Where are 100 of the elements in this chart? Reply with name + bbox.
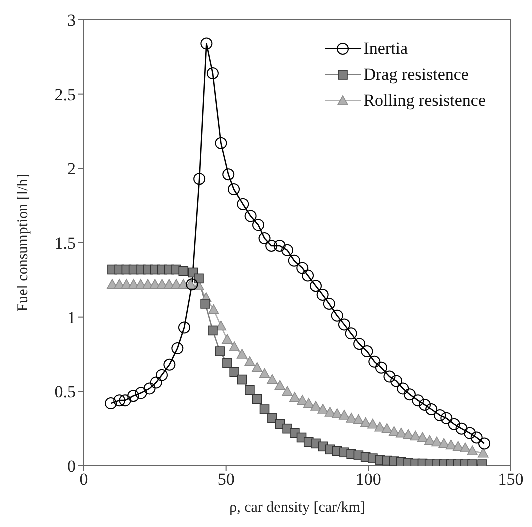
point	[260, 404, 270, 414]
point	[222, 358, 232, 368]
y-tick-label: 3	[68, 11, 76, 30]
point	[316, 289, 329, 302]
point	[390, 375, 403, 388]
point	[396, 428, 407, 438]
y-tick-label: 0	[68, 457, 76, 476]
point	[135, 387, 148, 400]
point	[346, 413, 357, 423]
point	[119, 394, 132, 407]
y-tick-label: 2	[68, 160, 76, 179]
point	[324, 407, 336, 417]
point	[417, 432, 428, 442]
point	[403, 429, 414, 440]
point	[478, 438, 491, 450]
legend-label: Drag resistence	[364, 64, 469, 86]
point	[206, 68, 219, 80]
x-tick-label: 150	[498, 470, 524, 490]
point	[245, 385, 255, 396]
point	[323, 298, 336, 310]
point	[222, 334, 233, 344]
point	[360, 417, 372, 428]
point	[144, 382, 156, 395]
point	[467, 446, 478, 456]
point	[419, 399, 432, 412]
point	[384, 370, 396, 383]
point	[244, 210, 257, 222]
point	[208, 304, 220, 314]
point	[388, 426, 400, 436]
x-tick-label: 50	[218, 470, 235, 490]
point	[258, 232, 271, 245]
point	[440, 412, 453, 424]
point	[354, 338, 366, 350]
point	[456, 422, 468, 435]
point	[412, 394, 424, 407]
point	[178, 322, 190, 334]
point	[128, 390, 140, 402]
x-axis-title: ρ, car density [car/km]	[230, 500, 366, 516]
point	[339, 410, 350, 420]
point	[460, 442, 471, 453]
point	[470, 432, 483, 444]
point	[150, 376, 162, 389]
point	[375, 362, 388, 374]
point	[236, 349, 248, 359]
point	[310, 401, 322, 411]
point	[215, 346, 225, 356]
point	[448, 418, 460, 430]
y-tick-label: 0.5	[54, 382, 76, 402]
point	[274, 240, 286, 252]
point	[303, 398, 314, 408]
point	[200, 299, 210, 309]
point	[290, 392, 300, 402]
point	[426, 404, 438, 416]
y-tick-label: 2.5	[54, 85, 76, 104]
point	[310, 280, 322, 292]
point	[353, 414, 364, 424]
legend-label: Inertia	[364, 38, 408, 60]
y-tick-label: 1	[68, 308, 76, 328]
point	[244, 356, 256, 366]
point	[252, 394, 262, 404]
point	[424, 435, 436, 446]
point	[172, 342, 184, 355]
point	[332, 408, 343, 418]
point	[222, 168, 235, 181]
point	[345, 328, 358, 340]
point	[404, 388, 416, 401]
point	[237, 374, 248, 385]
point	[432, 436, 442, 447]
point	[397, 382, 410, 395]
point	[105, 398, 118, 410]
point	[368, 356, 381, 368]
point	[368, 418, 378, 429]
point	[361, 346, 374, 358]
point	[237, 198, 250, 210]
x-tick-label: 0	[80, 470, 88, 490]
point	[274, 380, 286, 390]
point	[178, 266, 189, 276]
point	[338, 318, 350, 331]
y-axis-title: Fuel consumption [l/h]	[15, 174, 32, 312]
point	[464, 427, 476, 440]
point	[156, 369, 168, 382]
point	[331, 310, 344, 322]
point	[446, 440, 457, 450]
point	[194, 274, 204, 284]
point	[266, 240, 278, 252]
point	[252, 219, 264, 232]
point	[382, 423, 393, 434]
point	[259, 368, 270, 378]
point	[215, 137, 228, 150]
point	[267, 374, 278, 384]
point	[302, 270, 314, 282]
point	[194, 173, 206, 186]
point	[114, 394, 126, 407]
point	[318, 404, 329, 414]
y-tick-label: 1.5	[54, 234, 76, 254]
point	[208, 326, 218, 336]
point	[288, 254, 300, 267]
legend-label: Rolling resistence	[364, 90, 486, 112]
point	[478, 448, 489, 458]
point	[200, 38, 213, 50]
